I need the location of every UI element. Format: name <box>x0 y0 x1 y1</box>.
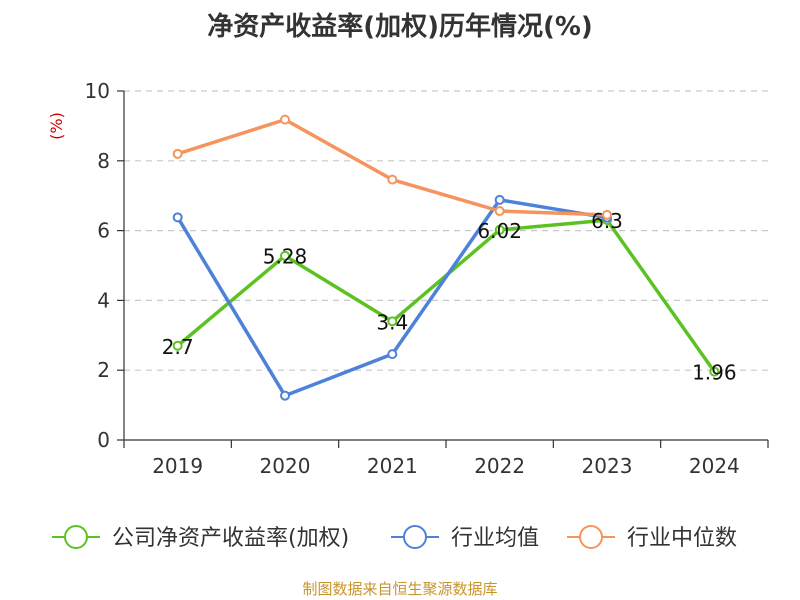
legend-swatch-marker <box>64 525 88 549</box>
data-label: 3.4 <box>376 310 408 334</box>
x-tick-label: 2019 <box>152 454 203 478</box>
y-tick-label: 10 <box>85 79 110 103</box>
data-label: 6.3 <box>591 209 623 233</box>
x-tick-label: 2023 <box>582 454 633 478</box>
legend-swatch-marker <box>403 525 427 549</box>
legend-item: 行业中位数 <box>567 525 737 551</box>
data-label: 6.02 <box>477 219 522 243</box>
data-point <box>387 174 398 185</box>
data-point <box>280 250 290 261</box>
grid-lines <box>124 90 768 371</box>
y-tick-label: 2 <box>97 358 110 382</box>
legend-label: 行业均值 <box>451 526 539 551</box>
data-point <box>280 390 290 401</box>
data-point <box>172 340 183 351</box>
data-point <box>494 206 505 217</box>
y-tick-label: 6 <box>97 219 110 243</box>
y-tick-label: 4 <box>97 288 110 312</box>
legend-swatch-marker <box>579 525 603 549</box>
series-lines <box>172 114 720 401</box>
data-point <box>387 316 398 327</box>
y-tick-label: 8 <box>97 149 110 173</box>
data-point <box>172 148 183 159</box>
data-point <box>602 209 612 220</box>
legend-item: 公司净资产收益率(加权) <box>52 525 349 551</box>
series-line <box>175 198 609 398</box>
chart-title: 净资产收益率(加权)历年情况(%) <box>207 12 593 42</box>
source-note: 制图数据来自恒生聚源数据库 <box>302 580 498 598</box>
x-tick-label: 2024 <box>689 454 740 478</box>
x-tick-label: 2021 <box>367 454 418 478</box>
data-label: 1.96 <box>692 361 737 385</box>
data-point <box>709 366 720 377</box>
x-tick-label: 2022 <box>474 454 525 478</box>
legend-item: 行业均值 <box>391 525 539 551</box>
legend: 公司净资产收益率(加权) 行业均值 行业中位数 <box>52 525 737 551</box>
data-label: 2.7 <box>162 335 194 359</box>
data-point <box>172 212 183 223</box>
y-axis-label: (%) <box>47 112 66 140</box>
data-point <box>387 349 398 360</box>
y-tick-label: 0 <box>97 428 110 452</box>
data-label: 5.28 <box>263 245 308 269</box>
series-line <box>175 117 609 217</box>
legend-label: 行业中位数 <box>627 526 737 551</box>
data-point <box>494 224 505 235</box>
data-point <box>494 194 505 205</box>
data-labels: 2.7 5.28 3.4 6.02 6.3 1.96 <box>162 209 737 384</box>
data-point <box>280 114 290 125</box>
legend-label: 公司净资产收益率(加权) <box>112 526 349 551</box>
x-tick-label: 2020 <box>260 454 311 478</box>
axes: 0 2 4 6 8 10 (%) 2019 2020 2021 2022 2023 2024 <box>47 79 769 478</box>
